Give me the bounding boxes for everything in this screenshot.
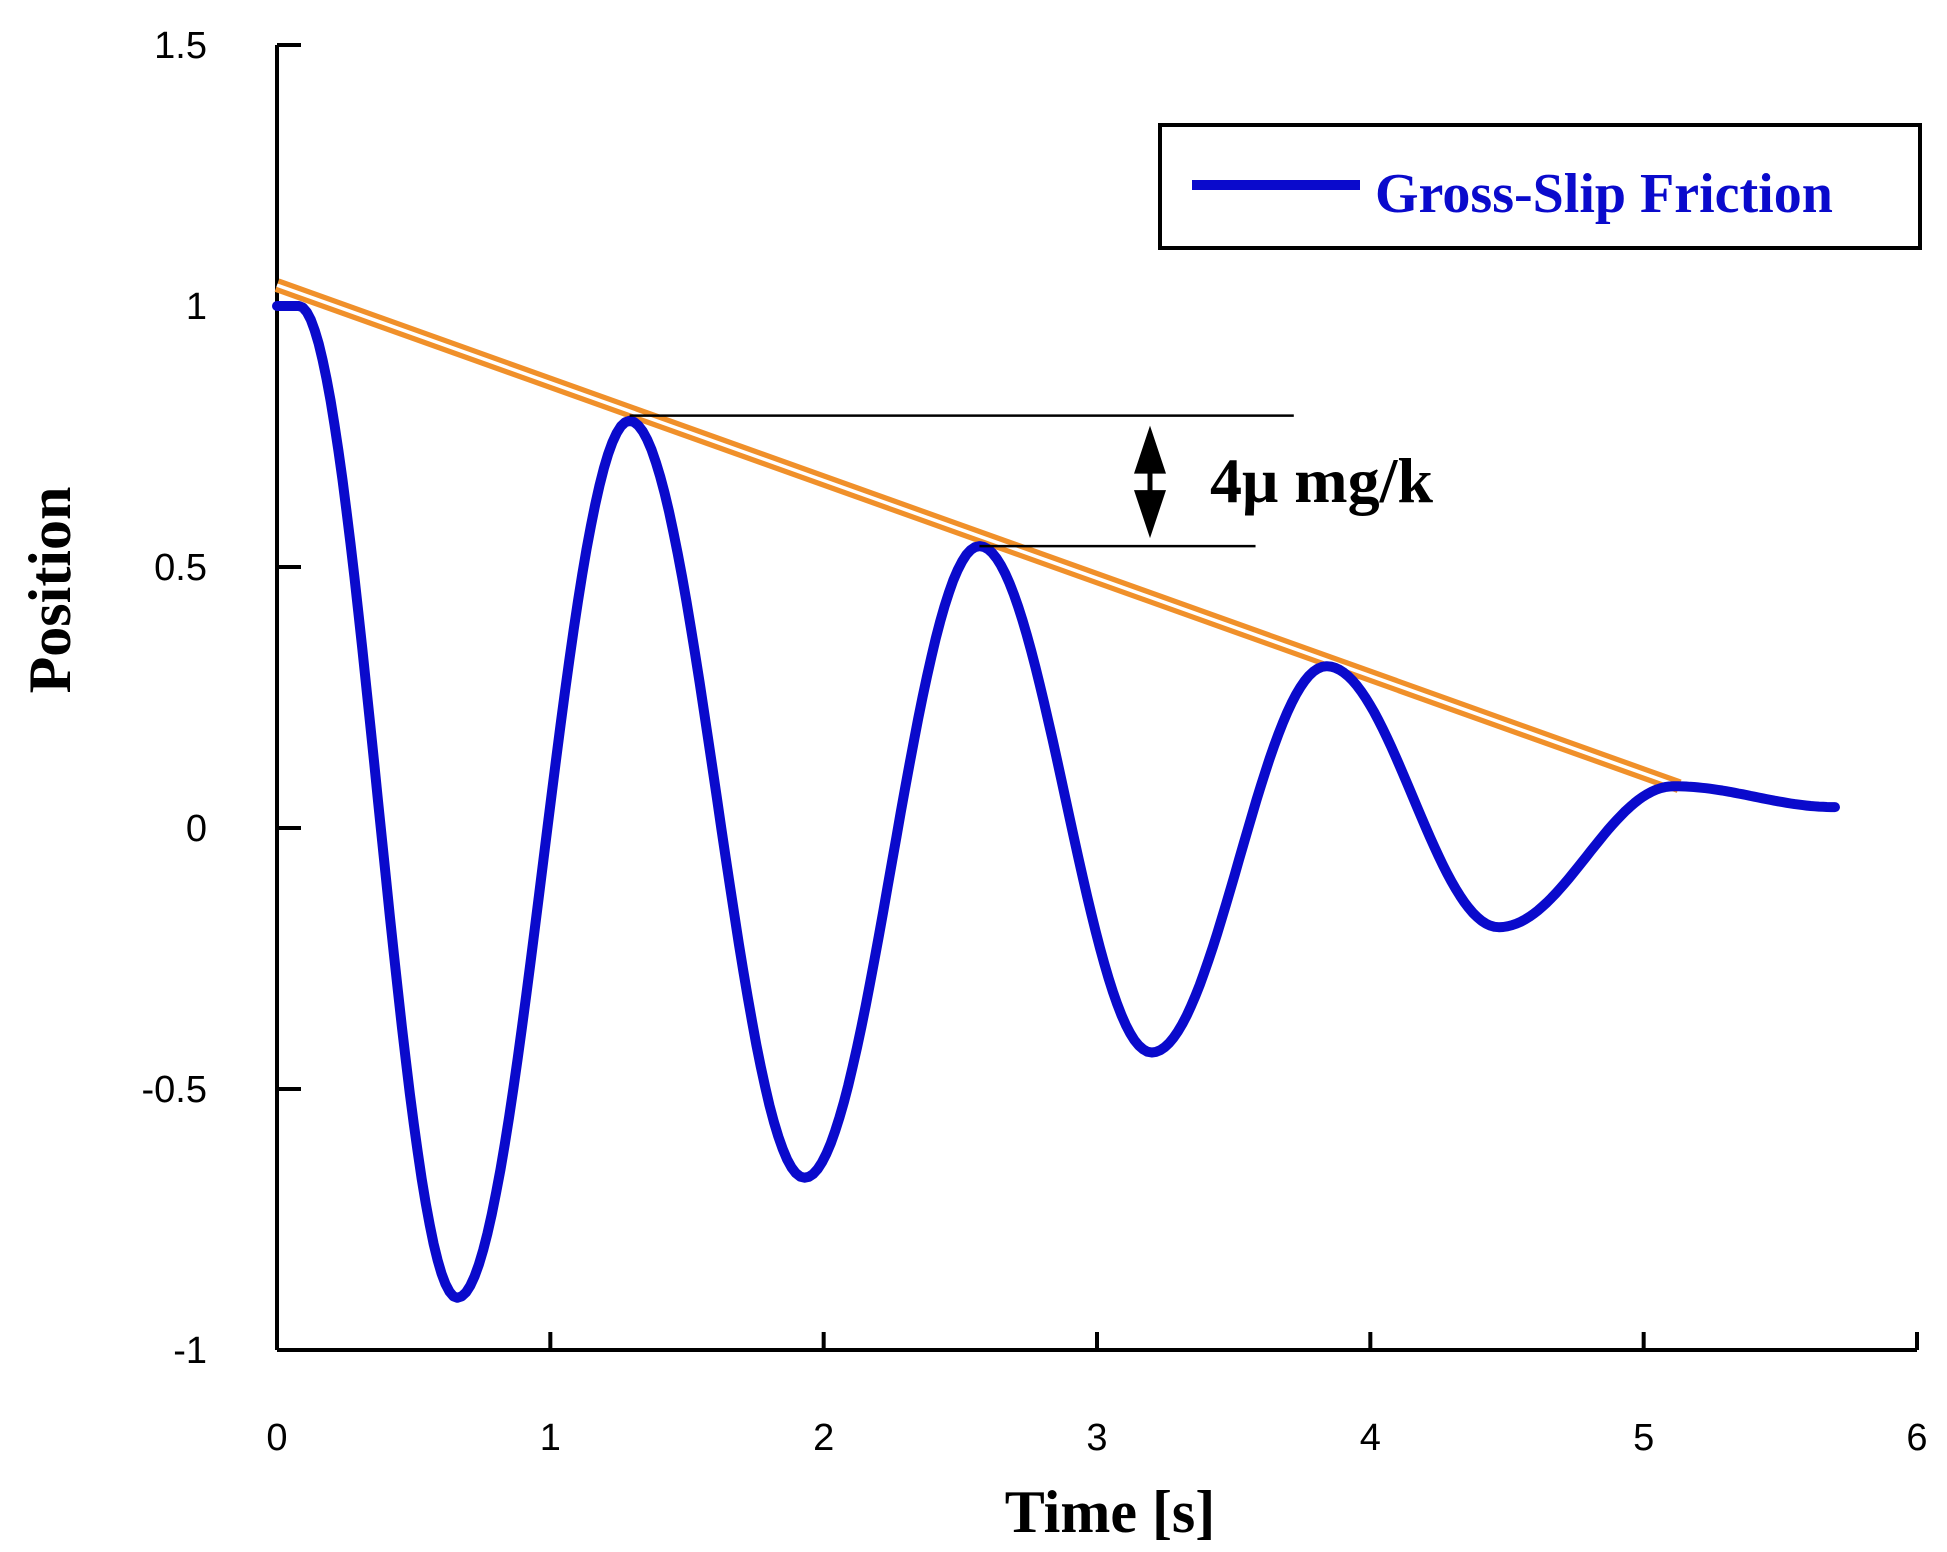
- annotation-label: 4μ mg/k: [1210, 445, 1433, 516]
- x-tick-label: 1: [540, 1417, 561, 1459]
- annotation-arrow-down: [1134, 490, 1166, 539]
- x-tick-label: 3: [1086, 1417, 1107, 1459]
- series-group: [272, 301, 1840, 1303]
- legend: Gross-Slip Friction: [1158, 123, 1922, 250]
- x-axis-title: Time [s]: [1005, 1479, 1216, 1545]
- y-tick-label: 0.5: [154, 547, 207, 589]
- annotation-group: 4μ mg/k: [629, 414, 1433, 548]
- x-tick-label: 5: [1633, 1417, 1654, 1459]
- y-tick-label: -0.5: [142, 1069, 207, 1111]
- ticks: 0 1 2 3 4 5 6 -1 -0.5 0 0.5 1 1.5: [142, 25, 1928, 1459]
- series-line-gross-slip: [272, 301, 1840, 1303]
- y-axis-title: Position: [17, 487, 83, 694]
- legend-label-gross-slip: Gross-Slip Friction: [1375, 163, 1833, 225]
- y-tick-label: -1: [173, 1330, 207, 1372]
- x-tick-label: 4: [1360, 1417, 1381, 1459]
- annotation-arrow-up: [1134, 425, 1166, 474]
- envelope-line-inner: [276, 283, 1680, 788]
- y-tick-label: 1: [186, 286, 207, 328]
- envelope-group: [274, 278, 1682, 793]
- y-tick-label: 1.5: [154, 25, 207, 67]
- x-tick-label: 6: [1906, 1417, 1927, 1459]
- x-tick-label: 2: [813, 1417, 834, 1459]
- y-tick-label: 0: [186, 808, 207, 850]
- x-tick-label: 0: [266, 1417, 287, 1459]
